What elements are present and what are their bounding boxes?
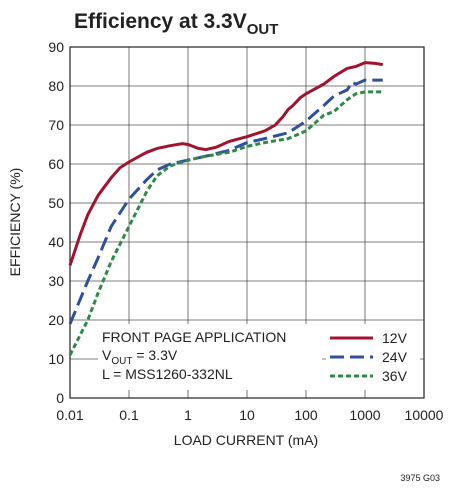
annotation: VOUT = 3.3V	[102, 347, 178, 367]
annotation-part: OUT	[111, 356, 132, 367]
annotation: L = MSS1260-332NL	[102, 366, 233, 382]
x-tick-label: 100	[294, 407, 318, 423]
y-tick-label: 50	[48, 195, 64, 211]
annotation-part: V	[102, 347, 112, 363]
y-tick-label: 20	[48, 312, 64, 328]
series-line	[68, 90, 383, 356]
y-tick-label: 60	[48, 156, 64, 172]
chart-title: Efficiency at 3.3VOUT	[74, 10, 278, 38]
y-tick-label: 40	[48, 234, 64, 250]
y-tick-label: 0	[56, 390, 64, 406]
y-axis-label: EFFICIENCY (%)	[7, 168, 23, 277]
title-main: Efficiency at 3.3V	[74, 10, 247, 33]
x-tick-label: 10	[239, 407, 255, 423]
x-tick-label: 0.01	[56, 407, 83, 423]
x-tick-label: 0.1	[119, 407, 139, 423]
y-tick-label: 90	[48, 39, 64, 55]
x-tick-label: 1000	[349, 407, 380, 423]
y-tick-label: 70	[48, 117, 64, 133]
y-tick-label: 80	[48, 78, 64, 94]
x-tick-label: 10000	[405, 407, 444, 423]
y-tick-label: 10	[48, 351, 64, 367]
title-sub: OUT	[247, 21, 279, 38]
legend-label: 36V	[382, 368, 408, 384]
x-axis-label: LOAD CURRENT (mA)	[174, 432, 318, 448]
footnote: 3975 G03	[400, 473, 440, 483]
y-tick-label: 30	[48, 273, 64, 289]
series-line	[68, 78, 383, 325]
annotation-bg	[98, 324, 322, 390]
plot-frame	[69, 46, 425, 399]
legend-label: 24V	[382, 349, 408, 365]
series-line	[68, 61, 384, 266]
x-tick-label: 1	[184, 407, 192, 423]
annotation: FRONT PAGE APPLICATION	[102, 329, 286, 345]
annotation-part: = 3.3V	[132, 347, 177, 363]
legend-label: 12V	[382, 330, 408, 346]
